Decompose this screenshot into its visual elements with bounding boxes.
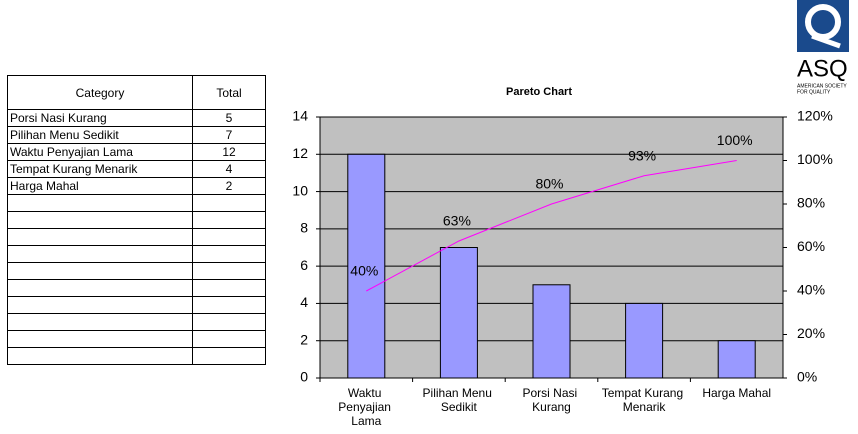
y2-tick-label: 120% bbox=[797, 108, 833, 124]
bar bbox=[625, 302, 664, 379]
empty-row bbox=[7, 347, 266, 365]
y-tick-label: 12 bbox=[292, 145, 308, 161]
empty-row bbox=[7, 296, 266, 314]
y2-tick-label: 80% bbox=[797, 195, 825, 211]
x-tick-label: Harga Mahal bbox=[702, 386, 771, 400]
data-table: Category Total Porsi Nasi Kurang 5 Pilihan… bbox=[7, 75, 266, 365]
table-cell bbox=[192, 347, 266, 365]
y2-tick-label: 40% bbox=[797, 282, 825, 298]
table-row: Harga Mahal 2 bbox=[7, 177, 266, 195]
y-tick-label: 4 bbox=[300, 294, 308, 310]
y-tick-label: 14 bbox=[292, 108, 308, 124]
header-row: Category Total bbox=[7, 75, 266, 110]
bar bbox=[532, 284, 571, 379]
data-label: 63% bbox=[443, 213, 471, 229]
line bbox=[366, 160, 737, 292]
x-tick-label: Pilihan Menu Sedikit bbox=[423, 386, 496, 414]
logo: ASQ AMERICAN SOCIETY FOR QUALITY bbox=[797, 0, 849, 95]
empty-row bbox=[7, 262, 266, 280]
x-tick-label: Tempat Kurang Menarik bbox=[602, 386, 687, 414]
logo-q bbox=[805, 4, 841, 40]
y-tick-label: 2 bbox=[300, 331, 308, 347]
header-cell: Category bbox=[7, 75, 193, 110]
y-tick-label: 10 bbox=[292, 182, 308, 198]
table-cell: Pilihan Menu Sedikit bbox=[7, 126, 193, 144]
chart-title: Pareto Chart bbox=[506, 86, 572, 98]
y2-tick-label: 20% bbox=[797, 325, 825, 341]
x-tick-label: Waktu Penyajian Lama bbox=[338, 386, 394, 428]
y2-tick-label: 0% bbox=[797, 369, 817, 385]
logo-q-tail bbox=[811, 33, 841, 49]
logo-subtitle: FOR QUALITY bbox=[797, 89, 831, 95]
y2-tick-label: 60% bbox=[797, 238, 825, 254]
table-row: Pilihan Menu Sedikit 7 bbox=[7, 126, 266, 144]
logo-text: ASQ bbox=[797, 55, 848, 82]
y2-tick-label: 100% bbox=[797, 151, 833, 167]
data-label: 80% bbox=[535, 176, 563, 192]
bar bbox=[439, 247, 478, 379]
x-tick-label: Porsi Nasi Kurang bbox=[522, 386, 580, 414]
y-tick-label: 0 bbox=[300, 369, 308, 385]
bar bbox=[717, 340, 756, 379]
bar bbox=[347, 153, 386, 379]
data-label: 93% bbox=[628, 147, 656, 163]
logo-subtitle: AMERICAN SOCIETY bbox=[797, 83, 847, 89]
table-row: Tempat Kurang Menarik 4 bbox=[7, 160, 266, 178]
data-label: 40% bbox=[350, 263, 378, 279]
y-tick-label: 6 bbox=[300, 257, 308, 273]
data-label: 100% bbox=[717, 132, 753, 148]
y-tick-label: 8 bbox=[300, 220, 308, 236]
header-cell: Total bbox=[192, 75, 266, 110]
